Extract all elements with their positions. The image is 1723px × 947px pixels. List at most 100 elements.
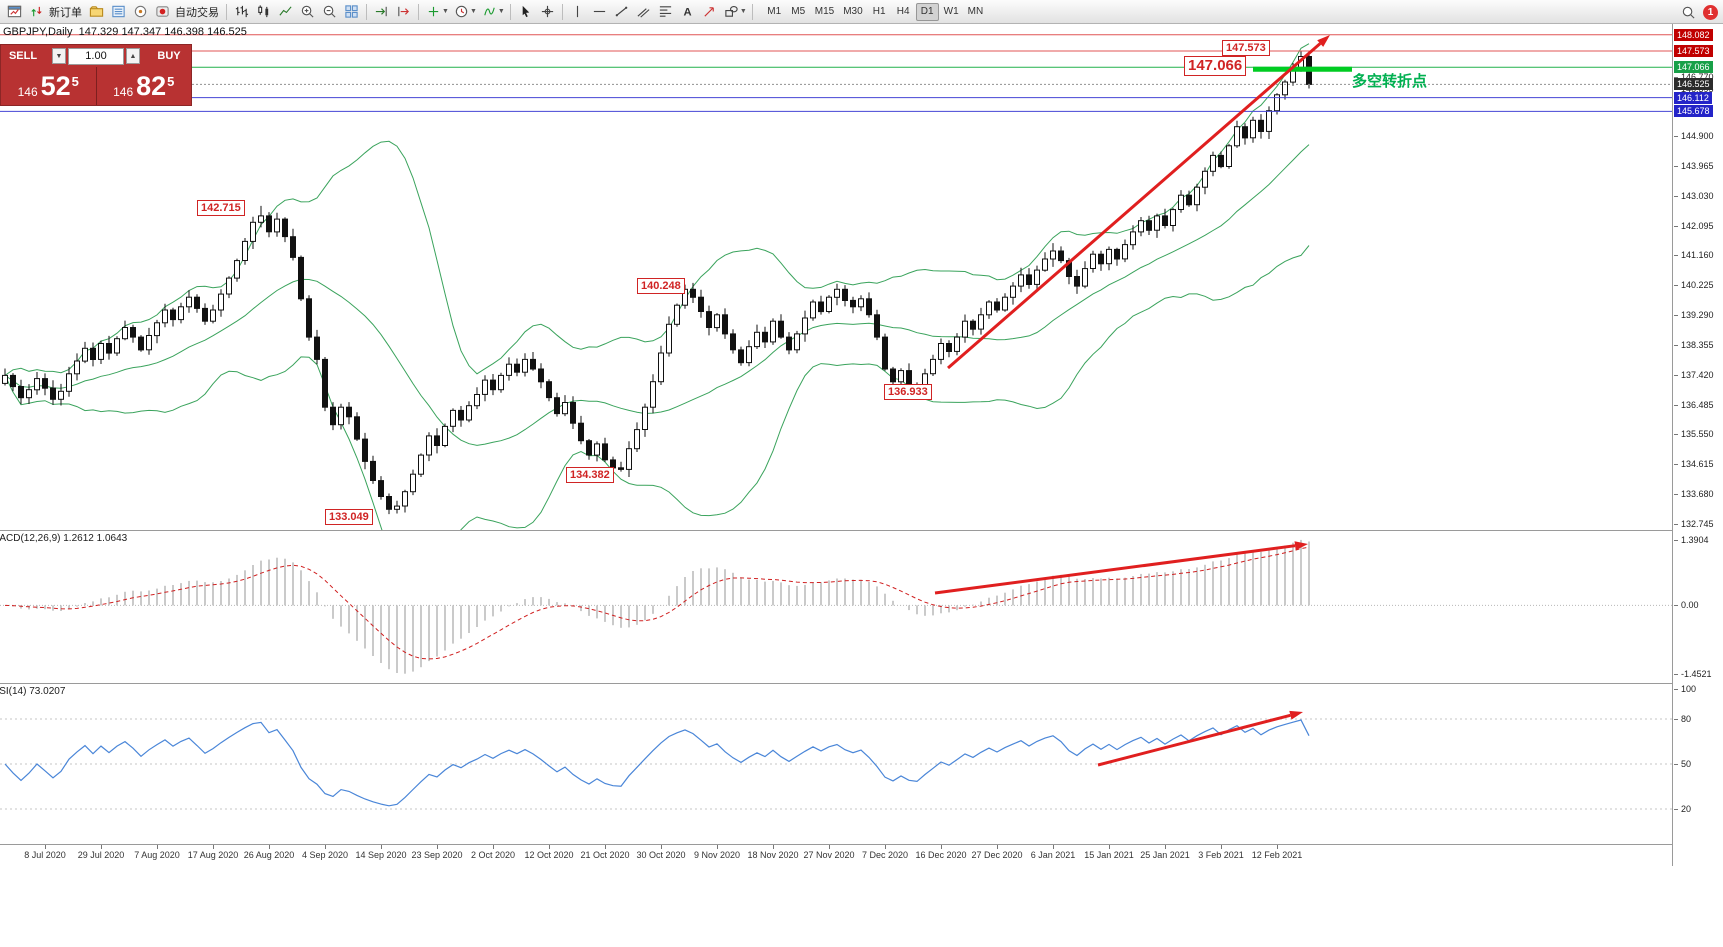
date-label: 26 Aug 2020 [243, 850, 295, 860]
buy-price-button[interactable]: 146 82 5 [97, 67, 192, 105]
volume-increase-button[interactable]: ▲ [126, 48, 140, 64]
symbol-period-label: GBPJPY,Daily [3, 26, 73, 38]
price-tick: 135.550 [1674, 429, 1714, 439]
buy-label[interactable]: BUY [157, 50, 181, 62]
price-tick: 20 [1673, 804, 1692, 814]
vertical-line-tool-icon[interactable] [567, 2, 588, 22]
date-label: 23 Sep 2020 [411, 850, 463, 860]
price-tick: -1.4521 [1674, 669, 1712, 679]
price-level-tag: 145.678 [1674, 105, 1713, 117]
navigator-icon[interactable] [130, 2, 151, 22]
text-tool-icon[interactable]: A [677, 2, 698, 22]
buy-price-sup: 5 [167, 73, 175, 89]
price-tick: 133.680 [1674, 489, 1714, 499]
price-tick: 146.770 [1674, 72, 1714, 82]
candlestick-chart[interactable] [0, 24, 1673, 530]
candlestick-chart-icon[interactable] [253, 2, 274, 22]
timeframe-m1[interactable]: M1 [767, 6, 782, 17]
pane-splitter [0, 844, 1723, 845]
indicators-icon[interactable] [479, 2, 500, 22]
pane-splitter[interactable] [0, 530, 1723, 531]
bar-chart-icon[interactable] [231, 2, 252, 22]
crosshair-icon[interactable] [537, 2, 558, 22]
period-clock-icon[interactable] [451, 2, 472, 22]
dropdown-caret-icon[interactable]: ▼ [442, 8, 449, 15]
timeframe-m15[interactable]: M15 [814, 6, 835, 17]
svg-text:A: A [683, 6, 691, 18]
price-tick: 143.965 [1674, 161, 1714, 171]
tile-windows-icon[interactable] [341, 2, 362, 22]
chart-window-icon[interactable] [4, 2, 25, 22]
zoom-in-icon[interactable] [297, 2, 318, 22]
macd-label: MACD(12,26,9) 1.2612 1.0643 [0, 533, 128, 544]
timeframe-m30[interactable]: M30 [843, 6, 863, 17]
price-tick: 100 [1673, 684, 1697, 694]
price-level-tag: 148.082 [1674, 29, 1713, 41]
price-level-tag: 147.066 [1674, 61, 1713, 73]
arrow-tool-icon[interactable] [699, 2, 720, 22]
date-label: 29 Jul 2020 [77, 850, 125, 860]
horizontal-line-tool-icon[interactable] [589, 2, 610, 22]
market-watch-icon[interactable] [108, 2, 129, 22]
date-label: 17 Aug 2020 [187, 850, 239, 860]
rsi-chart[interactable] [0, 684, 1673, 844]
timeframe-d1[interactable]: D1 [915, 2, 939, 21]
line-chart-icon[interactable] [275, 2, 296, 22]
cursor-icon[interactable] [515, 2, 536, 22]
notification-badge[interactable]: 1 [1703, 4, 1718, 20]
rsi-pane[interactable]: RSI(14) 73.0207 [0, 684, 1673, 844]
pane-splitter[interactable] [0, 683, 1723, 684]
price-tick: 144.900 [1674, 131, 1714, 141]
price-tick: 140.225 [1674, 280, 1714, 290]
date-label: 14 Sep 2020 [355, 850, 407, 860]
date-label: 21 Oct 2020 [580, 850, 630, 860]
price-tick: 141.160 [1674, 250, 1714, 260]
timeframe-h4[interactable]: H4 [896, 6, 910, 17]
sell-label[interactable]: SELL [8, 50, 38, 62]
sell-price-button[interactable]: 146 52 5 [1, 67, 97, 105]
date-label: 12 Oct 2020 [524, 850, 574, 860]
volume-decrease-button[interactable]: ▼ [52, 48, 66, 64]
price-tick: 80 [1673, 714, 1692, 724]
price-axis[interactable]: 144.900 143.965 143.030 142.095 141.160 140.2… [1673, 0, 1723, 947]
dropdown-caret-icon[interactable]: ▼ [739, 8, 747, 15]
volume-input[interactable] [68, 47, 124, 65]
zoom-out-icon[interactable] [319, 2, 340, 22]
date-label: 7 Dec 2020 [861, 850, 909, 860]
fibonacci-tool-icon[interactable] [655, 2, 676, 22]
macd-pane[interactable]: MACD(12,26,9) 1.2612 1.0643 [0, 531, 1673, 683]
macd-chart[interactable] [0, 531, 1673, 683]
new-chart-icon[interactable] [423, 2, 444, 22]
dropdown-caret-icon[interactable]: ▼ [497, 8, 505, 15]
chart-shift-icon[interactable] [393, 2, 414, 22]
shapes-tool-icon[interactable] [721, 2, 742, 22]
price-tick: 134.615 [1674, 459, 1714, 469]
timeframe-mn[interactable]: MN [967, 6, 984, 17]
toolbar: 新订单 自动交易 ▼ ▼ ▼ A ▼ M1 M5 M15 M30 H1 H4 D1 W1 MN [0, 0, 1723, 24]
date-label: 27 Nov 2020 [803, 850, 855, 860]
new-order-icon[interactable] [26, 2, 47, 22]
search-icon[interactable] [1678, 2, 1699, 22]
new-order-button[interactable]: 新订单 [49, 6, 82, 19]
main-chart-pane[interactable]: GBPJPY,Daily 147.329 147.347 146.398 146… [0, 24, 1673, 530]
timeframe-m5[interactable]: M5 [791, 6, 806, 17]
channel-tool-icon[interactable] [633, 2, 654, 22]
trendline-tool-icon[interactable] [611, 2, 632, 22]
date-label: 3 Feb 2021 [1198, 850, 1244, 860]
time-axis[interactable]: 8 Jul 2020 29 Jul 2020 7 Aug 2020 17 Aug 20… [0, 845, 1673, 866]
dropdown-caret-icon[interactable]: ▼ [469, 8, 477, 15]
price-level-tag: 146.112 [1674, 92, 1712, 104]
charts-folder-icon[interactable] [86, 2, 107, 22]
date-label: 12 Feb 2021 [1251, 850, 1303, 860]
price-tick: 142.095 [1674, 221, 1714, 231]
ohlc-values: 147.329 147.347 146.398 146.525 [78, 26, 247, 38]
timeframe-h1[interactable]: H1 [872, 6, 886, 17]
autotrading-icon[interactable] [152, 2, 173, 22]
auto-scroll-icon[interactable] [371, 2, 392, 22]
timeframe-w1[interactable]: W1 [943, 6, 959, 17]
buy-price-big: 82 [136, 71, 167, 101]
bid-price-tag: 146.525 [1674, 78, 1713, 90]
autotrading-button[interactable]: 自动交易 [175, 6, 219, 19]
date-label: 30 Oct 2020 [636, 850, 686, 860]
